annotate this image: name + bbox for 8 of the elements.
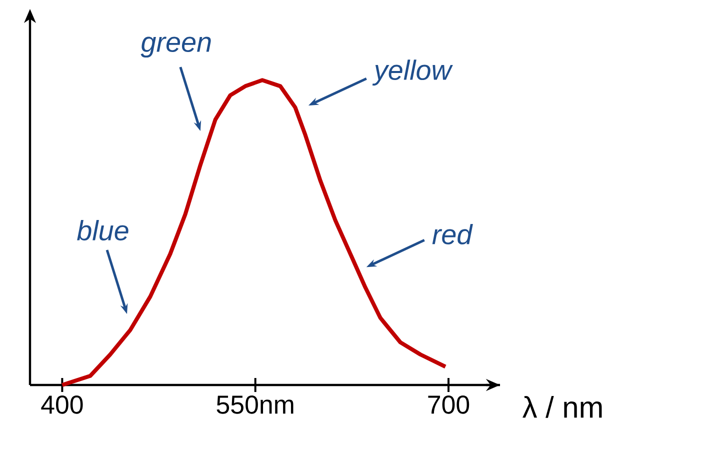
annotation: green (140, 36, 211, 58)
annotation: blue (77, 220, 128, 240)
x-tick-label: 700 (428, 395, 470, 414)
x-tick-label: 400 (41, 395, 83, 414)
x-axis-title: λ / nm (522, 396, 602, 418)
annotation: red (432, 224, 473, 244)
x-tick-label: 550nm (216, 395, 294, 414)
annotation: yellow (372, 60, 453, 86)
